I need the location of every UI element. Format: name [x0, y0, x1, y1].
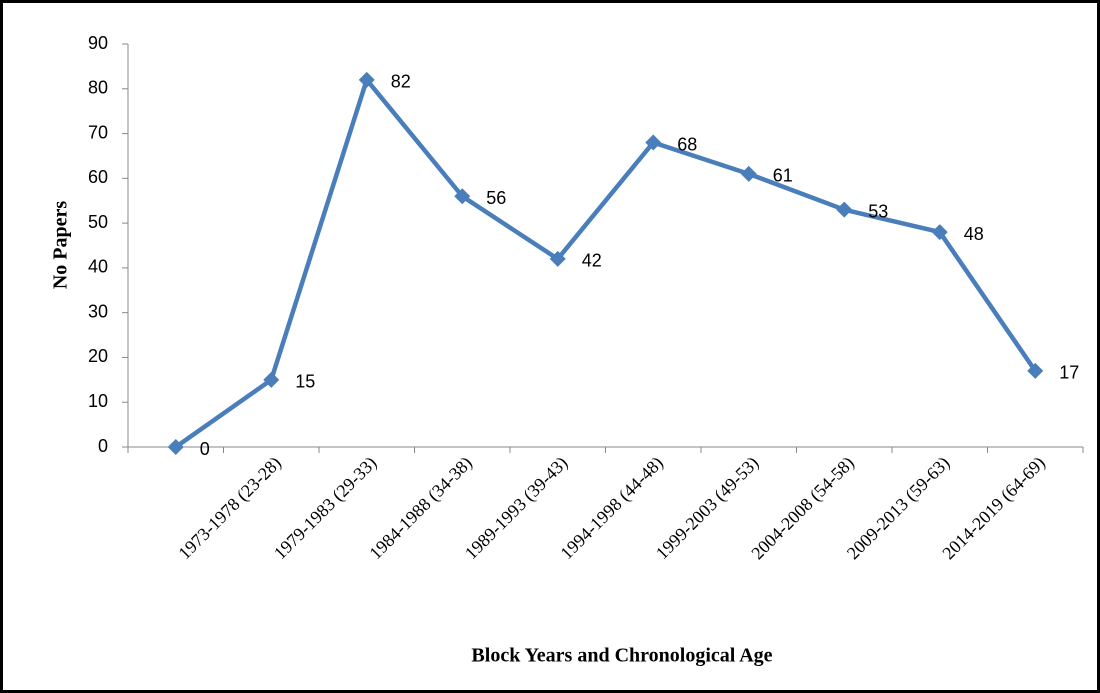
line [174, 77, 1038, 449]
marker [454, 188, 471, 205]
y-tick-label: 0 [98, 436, 108, 456]
y-tick-label: 50 [88, 212, 108, 232]
marker [645, 134, 662, 151]
marker [167, 439, 184, 455]
y-tick-label: 60 [88, 167, 108, 187]
data-label: 48 [964, 224, 984, 244]
marker [549, 250, 566, 267]
y-tick-label: 90 [88, 33, 108, 53]
marker [931, 224, 948, 241]
data-label: 56 [486, 188, 506, 208]
marker [1027, 362, 1044, 379]
marker [263, 371, 280, 388]
y-axis-label: No Papers [50, 201, 72, 290]
y-tick-label: 40 [88, 257, 108, 277]
y-tick-label: 20 [88, 346, 108, 366]
y-tick-label: 10 [88, 391, 108, 411]
data-label: 42 [582, 251, 602, 271]
marker [836, 201, 853, 218]
data-label: 15 [295, 372, 315, 392]
data-label: 82 [391, 72, 411, 92]
data-label: 17 [1059, 363, 1079, 383]
data-label: 53 [868, 201, 888, 221]
data-label: 61 [773, 166, 793, 186]
y-tick-label: 80 [88, 78, 108, 98]
y-tick-label: 70 [88, 122, 108, 142]
marker [358, 71, 375, 88]
data-label: 68 [677, 134, 697, 154]
marker [740, 165, 757, 182]
x-axis-label: Block Years and Chronological Age [471, 645, 772, 667]
y-tick-label: 30 [88, 301, 108, 321]
data-label: 0 [200, 439, 210, 459]
